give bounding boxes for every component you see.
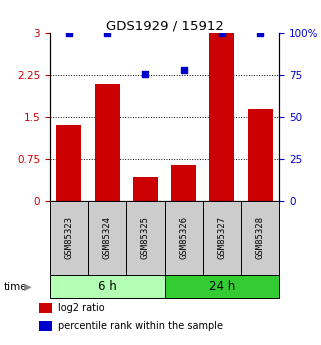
Bar [248,109,273,201]
Point [143,71,148,76]
Bar [171,165,196,201]
Text: time: time [3,282,27,292]
Bar [133,177,158,201]
Bar [241,201,279,275]
Point [66,31,72,36]
Bar [126,201,164,275]
Bar [39,321,52,331]
Bar [164,201,203,275]
Bar [203,201,241,275]
Text: GSM85324: GSM85324 [103,216,112,259]
Bar [164,275,279,298]
Text: GSM85328: GSM85328 [256,216,265,259]
Point [257,31,263,36]
Title: GDS1929 / 15912: GDS1929 / 15912 [106,19,223,32]
Text: log2 ratio: log2 ratio [58,303,105,313]
Bar [50,275,164,298]
Point [181,67,186,72]
Bar [95,83,119,201]
Bar [50,201,88,275]
Text: percentile rank within the sample: percentile rank within the sample [58,321,223,331]
Bar [88,201,126,275]
Text: 6 h: 6 h [98,280,117,293]
Text: GSM85323: GSM85323 [65,216,74,259]
Bar [210,33,234,201]
Bar [56,126,81,201]
Text: GSM85327: GSM85327 [217,216,226,259]
Point [219,31,224,36]
Text: 24 h: 24 h [209,280,235,293]
Text: ▶: ▶ [24,282,31,292]
Bar [39,303,52,313]
Text: GSM85326: GSM85326 [179,216,188,259]
Point [105,31,110,36]
Text: GSM85325: GSM85325 [141,216,150,259]
